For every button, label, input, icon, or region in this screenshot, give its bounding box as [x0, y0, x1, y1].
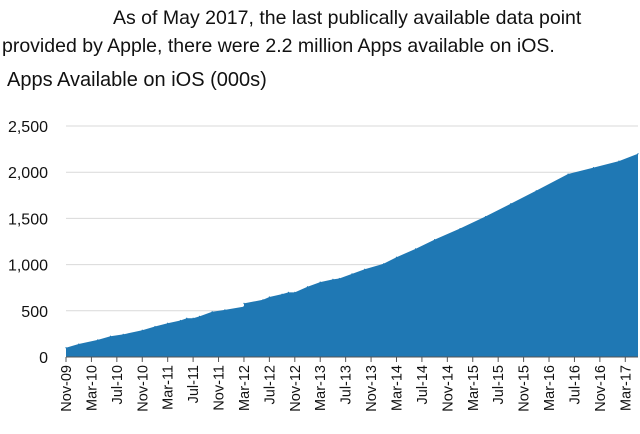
data-point — [434, 239, 436, 241]
x-tick-label: Nov-12 — [288, 365, 304, 412]
data-point — [383, 263, 385, 265]
x-tick-label: Jul-13 — [339, 365, 355, 405]
data-point — [122, 333, 124, 335]
data-point — [198, 315, 201, 317]
chart-title: Apps Available on iOS (000s) — [7, 69, 267, 91]
intro-line-1: As of May 2017, the last publically avai… — [113, 7, 582, 29]
data-point — [459, 227, 461, 230]
data-point — [414, 248, 417, 250]
x-tick-label: Mar-17 — [618, 365, 634, 411]
data-point — [535, 190, 537, 192]
x-tick-label: Nov-10 — [135, 365, 151, 412]
intro-text: As of May 2017, the last publically avai… — [0, 4, 640, 60]
data-point — [351, 273, 353, 275]
data-point — [141, 329, 143, 331]
y-tick-label: 2,000 — [8, 165, 48, 182]
y-tick-label: 500 — [21, 304, 48, 321]
data-point — [364, 268, 366, 270]
area-series — [66, 153, 638, 357]
x-tick-label: Nov-13 — [364, 365, 380, 412]
x-tick-label: Nov-14 — [440, 365, 456, 412]
data-point — [319, 281, 321, 283]
data-point — [268, 296, 270, 298]
intro-line-2: provided by Apple, there were 2.2 millio… — [2, 35, 555, 57]
x-tick-label: Jul-11 — [186, 365, 202, 403]
y-tick-label: 1,000 — [8, 258, 48, 275]
data-point — [243, 306, 245, 308]
x-tick-label: Jul-12 — [262, 365, 278, 405]
data-point — [243, 302, 245, 305]
data-point — [154, 325, 156, 328]
data-point — [567, 173, 569, 175]
y-tick-label: 0 — [39, 350, 48, 367]
x-tick-label: Jul-14 — [415, 365, 431, 405]
data-point — [192, 317, 194, 319]
data-point — [287, 291, 290, 293]
x-tick-label: Jul-15 — [491, 365, 507, 405]
x-tick-label: Nov-09 — [59, 365, 75, 412]
data-point — [179, 319, 181, 322]
data-point — [262, 299, 264, 301]
x-tick-label: Nov-16 — [593, 365, 609, 412]
data-point — [306, 286, 309, 288]
data-point — [97, 339, 99, 341]
x-tick-label: Mar-12 — [237, 365, 253, 411]
data-point — [224, 309, 226, 311]
data-point — [592, 166, 595, 169]
data-point — [65, 347, 67, 349]
data-point — [338, 277, 340, 280]
data-point — [211, 311, 213, 313]
data-point — [109, 335, 112, 337]
x-tick-label: Nov-11 — [212, 365, 228, 411]
x-tick-label: Mar-16 — [542, 365, 558, 411]
data-point — [618, 160, 620, 162]
x-tick-label: Mar-13 — [313, 365, 329, 411]
x-tick-label: Mar-14 — [389, 365, 405, 411]
x-tick-label: Jul-10 — [110, 365, 126, 405]
y-tick-label: 1,500 — [8, 211, 48, 228]
x-tick-label: Mar-11 — [161, 365, 177, 410]
data-point — [510, 203, 512, 205]
data-point — [332, 278, 334, 280]
data-point — [186, 317, 188, 319]
data-point — [167, 322, 169, 324]
data-point — [294, 291, 296, 293]
y-tick-label: 2,500 — [8, 119, 48, 136]
data-point — [281, 293, 283, 295]
x-tick-label: Mar-15 — [466, 365, 482, 411]
data-point — [637, 153, 639, 155]
x-tick-label: Jul-16 — [567, 365, 583, 405]
x-tick-label: Mar-10 — [84, 365, 100, 411]
data-point — [484, 215, 487, 218]
data-point — [78, 343, 80, 345]
data-point — [395, 256, 398, 258]
x-tick-label: Nov-15 — [517, 365, 533, 412]
